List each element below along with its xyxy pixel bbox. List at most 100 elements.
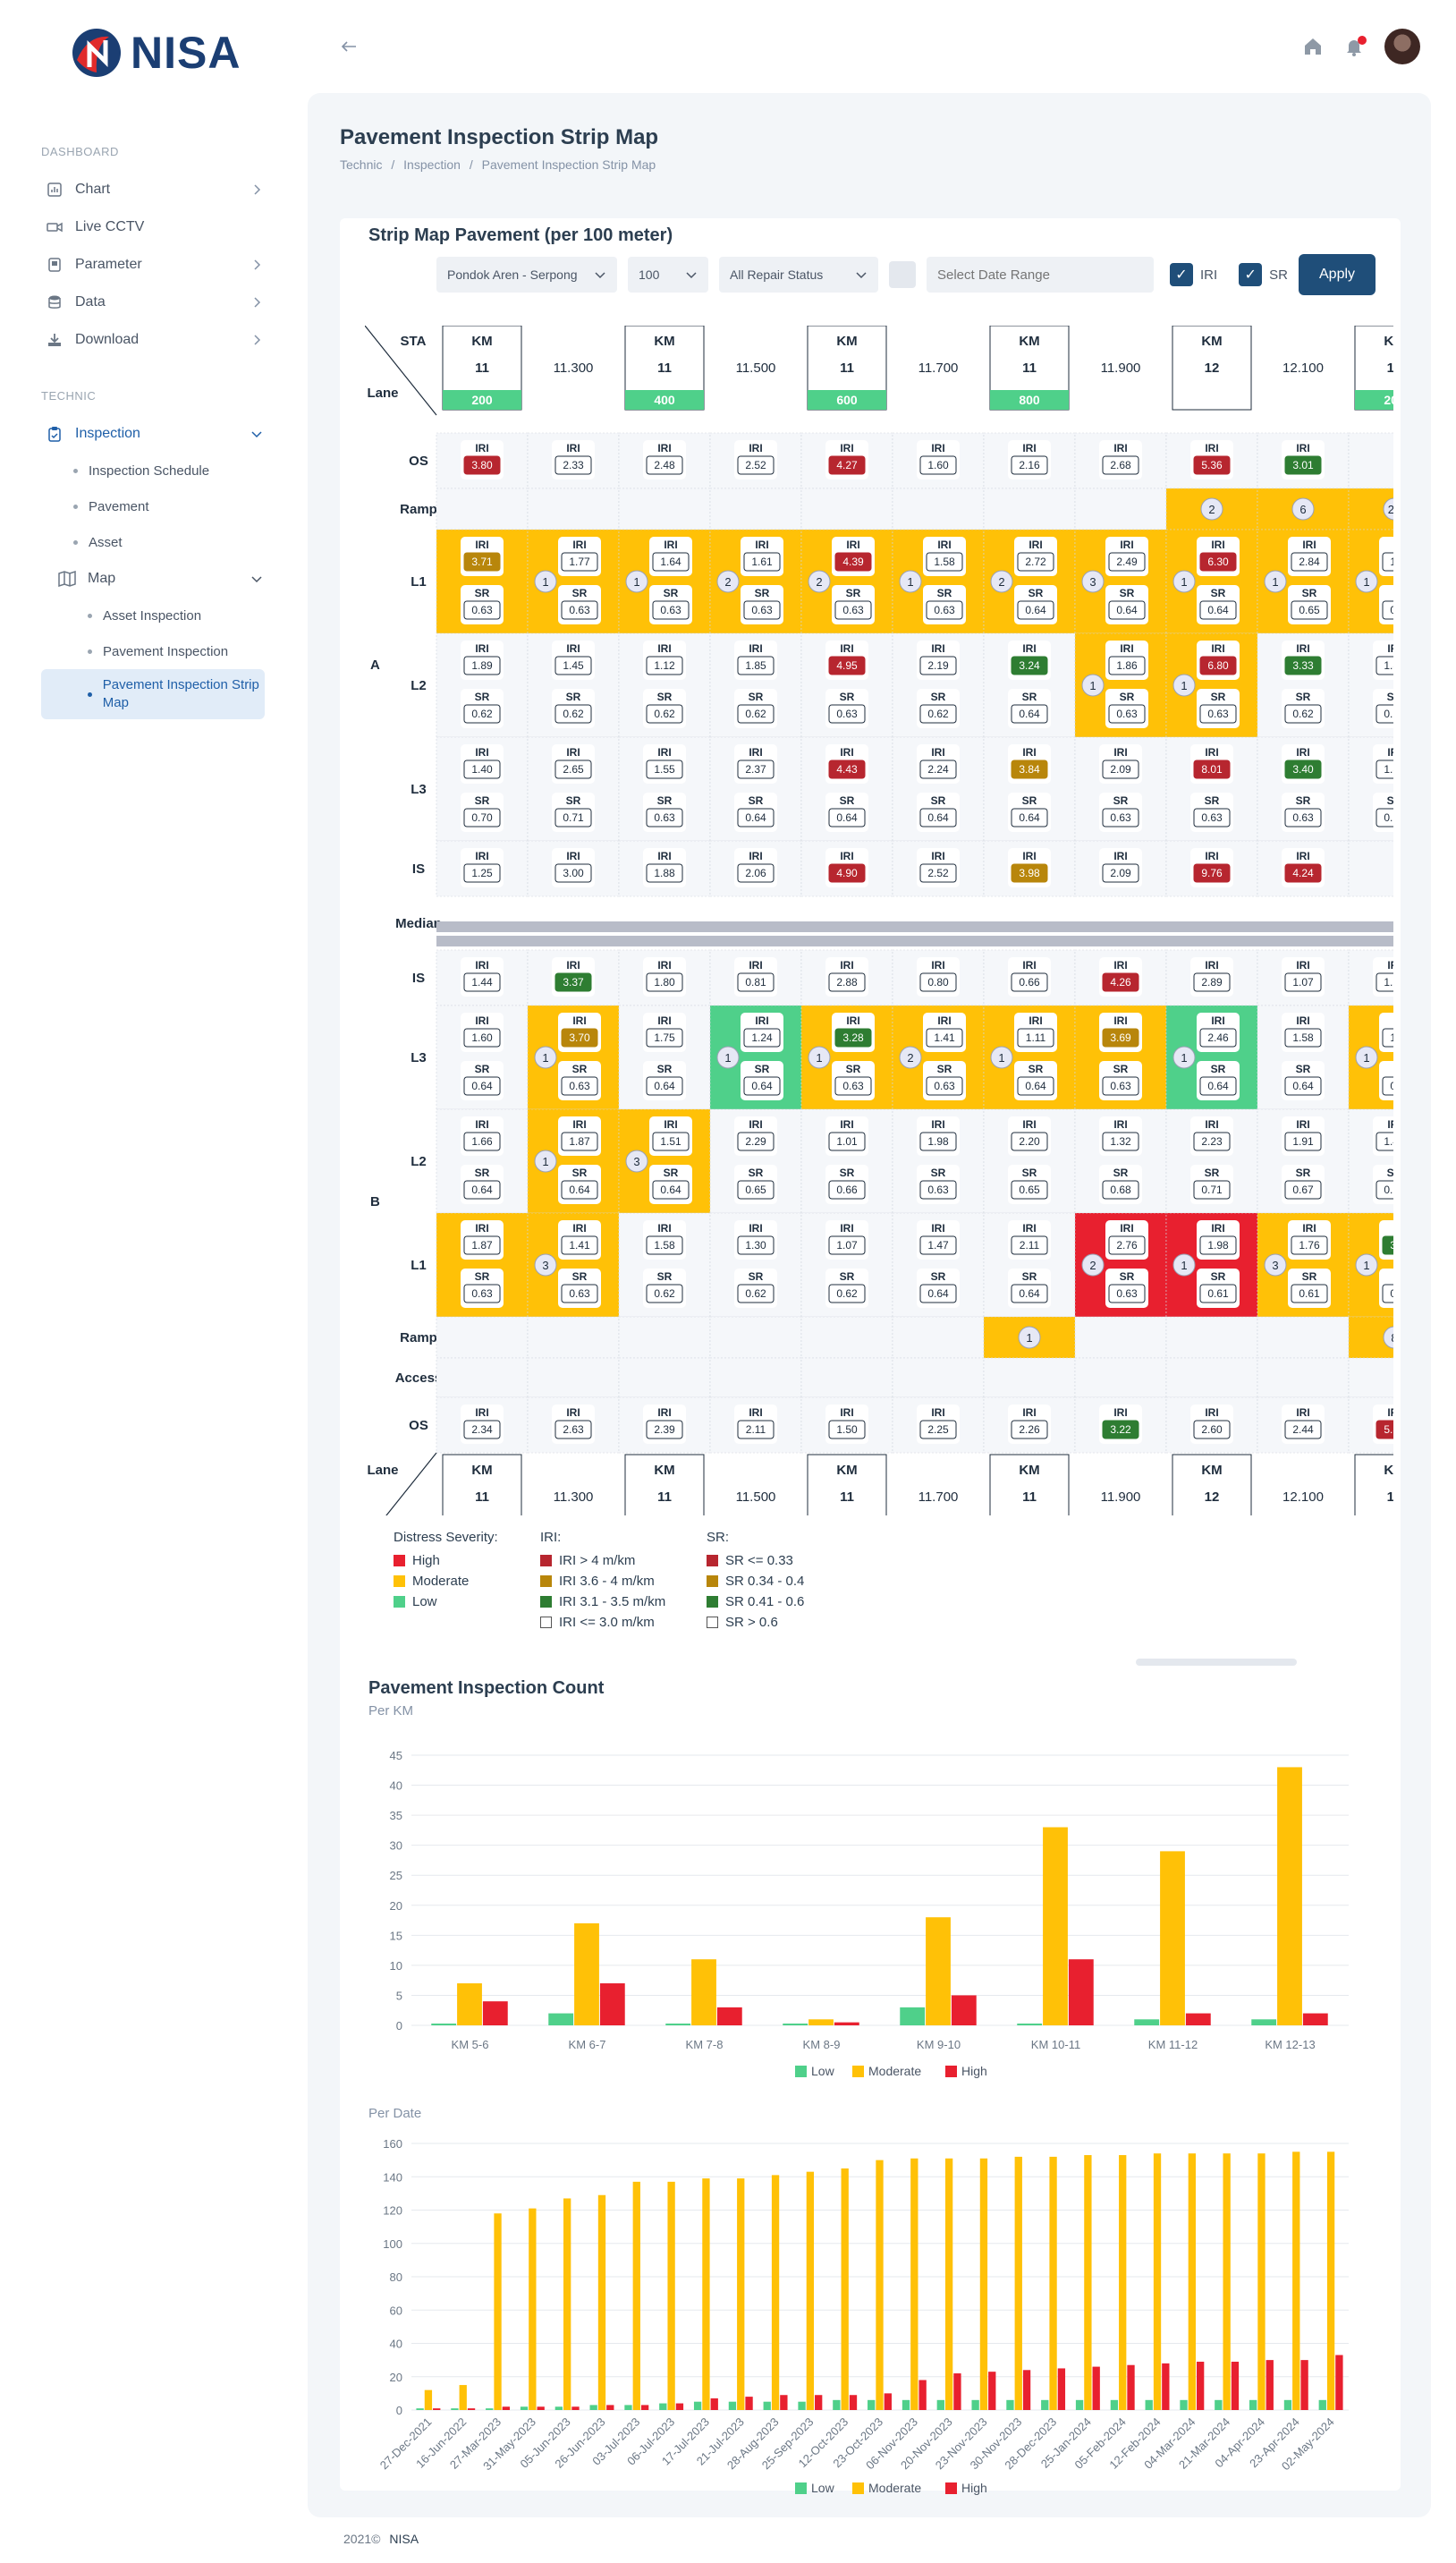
- iri-value-box: [828, 1235, 866, 1255]
- sr-value: 0.62: [1390, 1080, 1393, 1092]
- sidebar-item-pavement-inspection[interactable]: Pavement Inspection: [41, 633, 265, 669]
- home-icon[interactable]: [1302, 36, 1324, 57]
- bell-button[interactable]: [1343, 36, 1367, 57]
- distress-count: 1: [1181, 1051, 1187, 1065]
- bar-high: [1231, 2361, 1240, 2410]
- check-icon: ✓: [1239, 263, 1263, 286]
- sr-value-box: [743, 1076, 781, 1096]
- sidebar-item-data[interactable]: Data: [41, 284, 265, 321]
- km-marker-band: [443, 390, 521, 410]
- legend-item: IRI <= 3.0 m/km: [540, 1612, 665, 1633]
- iri-value: 1.75: [654, 1031, 675, 1044]
- avatar[interactable]: [1384, 29, 1420, 64]
- iri-value: 3.24: [1019, 659, 1040, 672]
- km-marker-box: [624, 1454, 705, 1515]
- strip-cell: [1348, 1357, 1393, 1398]
- bar-low: [486, 2408, 494, 2410]
- sr-label: SR: [749, 794, 764, 807]
- repair-status-select[interactable]: All Repair Status: [719, 257, 878, 293]
- km-marker-label: KM: [1201, 334, 1222, 349]
- lane-header-label: Lane: [367, 386, 398, 401]
- back-button[interactable]: [340, 38, 358, 58]
- iri-value: 3.37: [563, 976, 584, 989]
- distress-count: 1: [1363, 1259, 1369, 1272]
- legend-swatch: [540, 1617, 552, 1628]
- sidebar-item-live-cctv[interactable]: Live CCTV: [41, 208, 265, 246]
- group-label-a: A: [370, 658, 380, 673]
- section-select[interactable]: Pondok Aren - Serpong: [436, 257, 617, 293]
- horizontal-scrollbar[interactable]: [1136, 1659, 1297, 1666]
- per-km-label: Per KM: [368, 1703, 414, 1719]
- apply-button[interactable]: Apply: [1299, 254, 1376, 295]
- bar-high: [1335, 2355, 1343, 2410]
- sidebar-item-pavement[interactable]: Pavement: [41, 488, 265, 524]
- iri-value: 1.98: [1207, 1239, 1229, 1252]
- distress-count-badge: [1264, 570, 1287, 593]
- date-range-input[interactable]: [927, 257, 1154, 293]
- sr-value: 0.66: [836, 1184, 858, 1196]
- sidebar-item-parameter[interactable]: Parameter: [41, 246, 265, 284]
- distress-count: 1: [1272, 575, 1278, 589]
- distress-count: 3: [1089, 575, 1096, 589]
- date-range-checkbox[interactable]: [889, 261, 916, 288]
- sidebar-item-download[interactable]: Download: [41, 321, 265, 359]
- sr-value: 0.62: [927, 708, 949, 720]
- sr-value: 0.64: [1116, 604, 1138, 616]
- chevron-right-icon: [254, 335, 261, 345]
- sidebar-item-asset-inspection[interactable]: Asset Inspection: [41, 598, 265, 633]
- sr-value-box: [1376, 808, 1393, 827]
- footer-brand[interactable]: NISA: [389, 2532, 419, 2546]
- iri-value-box: [554, 760, 592, 779]
- iri-value-box: [463, 1235, 501, 1255]
- strip-cell: [618, 1357, 711, 1398]
- sidebar-item-inspection[interactable]: Inspection: [41, 415, 265, 453]
- sidebar-item-asset[interactable]: Asset: [41, 524, 265, 560]
- iri-label: IRI: [657, 746, 671, 759]
- iri-label: IRI: [1211, 1222, 1224, 1235]
- sidebar-item-map[interactable]: Map: [41, 560, 265, 598]
- bar-low: [451, 2408, 459, 2410]
- sidebar-item-pavement-inspection-strip-map[interactable]: Pavement Inspection Strip Map: [41, 669, 265, 719]
- sidebar-item-inspection-schedule[interactable]: Inspection Schedule: [41, 453, 265, 488]
- sr-value: 0.62: [745, 1287, 766, 1300]
- km-marker-sub: 200: [1384, 393, 1393, 407]
- iri-label: IRI: [1211, 642, 1224, 655]
- sr-label: SR: [1387, 691, 1393, 703]
- iri-label: IRI: [749, 1222, 762, 1235]
- iri-value: 1.01: [836, 1135, 858, 1148]
- strip-cell: [892, 1357, 985, 1398]
- iri-label: IRI: [475, 1406, 488, 1419]
- iri-value: 2.39: [654, 1423, 675, 1436]
- iri-value: 2.19: [927, 659, 949, 672]
- bar-high: [834, 2022, 859, 2025]
- bar-high: [1057, 2368, 1066, 2410]
- iri-value: 3.01: [1292, 459, 1314, 471]
- legend-item: IRI > 4 m/km: [540, 1550, 665, 1571]
- lane-label: Ramp: [400, 502, 437, 517]
- interval-select[interactable]: 100: [628, 257, 708, 293]
- iri-value: 6.30: [1207, 556, 1229, 568]
- iri-value-box: [1011, 656, 1048, 675]
- iri-value: 4.39: [842, 556, 864, 568]
- sr-toggle[interactable]: ✓ SR: [1239, 263, 1288, 286]
- sidebar-section-technic: TECHNIC: [41, 389, 97, 403]
- breadcrumb-inspection[interactable]: Inspection: [403, 157, 461, 172]
- breadcrumb-technic[interactable]: Technic: [340, 157, 383, 172]
- sr-value: 0.62: [563, 708, 584, 720]
- iri-label: IRI: [840, 1118, 853, 1131]
- bar-low: [1145, 2399, 1153, 2410]
- km-marker-sub: 400: [654, 393, 675, 407]
- bar-moderate: [1257, 2153, 1266, 2410]
- brand-logo[interactable]: NISA: [70, 27, 241, 79]
- arrow-left-icon: [341, 41, 356, 52]
- distress-count-badge: [1081, 570, 1105, 593]
- sr-value-box: [737, 1180, 775, 1200]
- iri-label: IRI: [1211, 539, 1224, 551]
- lane-label: Ramp: [400, 1330, 437, 1345]
- iri-value-box: [919, 656, 957, 675]
- iri-toggle[interactable]: ✓ IRI: [1170, 263, 1217, 286]
- sr-label: SR: [1211, 1270, 1226, 1283]
- sidebar-item-chart[interactable]: Chart: [41, 171, 265, 208]
- iri-value: 1.25: [471, 867, 493, 879]
- bar-moderate: [808, 2019, 834, 2025]
